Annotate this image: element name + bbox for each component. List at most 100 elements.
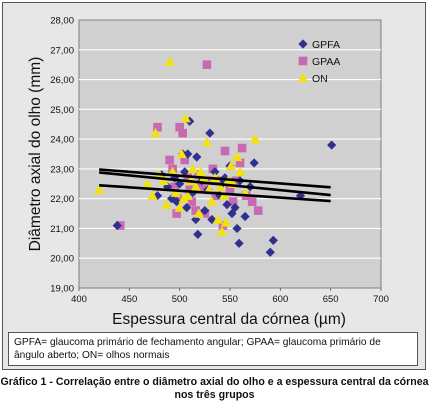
data-point-gpaa [253, 206, 263, 215]
x-tick-label: 650 [323, 294, 339, 305]
data-point-gpaa [247, 197, 257, 206]
data-point-gpaa [225, 185, 235, 195]
data-point-on [249, 133, 261, 144]
data-point-gpfa [192, 152, 202, 162]
trend-line [99, 183, 331, 203]
x-tick-label: 600 [272, 294, 288, 305]
data-point-gpfa [327, 140, 337, 150]
legend-marker-on [297, 72, 309, 83]
y-tick-label: 28,00 [50, 16, 74, 27]
data-point-on [150, 127, 161, 138]
y-tick-label: 26,00 [50, 75, 74, 86]
scatter-chart: 19,00 20,00 21,00 22,00 23,00 24,00 25,00 26,00… [27, 16, 389, 329]
data-point-on [201, 136, 213, 147]
y-axis-ticks: 19,00 20,00 21,00 22,00 23,00 24,00 25,00 26,00… [50, 16, 74, 295]
data-point-gpaa [178, 128, 187, 138]
data-point-gpfa [193, 229, 203, 239]
data-point-on [193, 208, 204, 218]
data-point-gpaa [220, 146, 230, 156]
data-point-gpaa [237, 143, 247, 153]
legend-label-gpfa: GPFA [312, 39, 340, 51]
caption-label: Gráfico 1 - [0, 376, 53, 388]
data-point-gpfa [222, 200, 232, 210]
legend-marker-gpfa [298, 39, 308, 49]
data-point-gpaa [170, 182, 179, 192]
data-point-gpfa [182, 203, 192, 213]
data-point-gpfa [232, 223, 242, 234]
data-point-gpaa [208, 164, 218, 174]
data-point-on [147, 190, 158, 200]
data-point-gpfa [180, 167, 190, 177]
y-tick-label: 24,00 [50, 135, 74, 146]
data-point-gpfa [265, 247, 275, 257]
data-point-gpaa [165, 155, 174, 165]
chart-legend: GPFA GPAA ON [297, 39, 340, 85]
data-point-gpaa [153, 122, 162, 132]
trend-line [99, 168, 331, 189]
data-point-on [190, 181, 201, 191]
data-point-on [187, 163, 198, 174]
data-point-on [180, 113, 191, 123]
data-point-on [220, 217, 232, 227]
data-point-on [216, 226, 228, 236]
data-point-on [214, 181, 226, 191]
y-tick-label: 21,00 [50, 224, 74, 235]
data-point-gpaa [205, 176, 215, 186]
y-tick-label: 20,00 [50, 254, 74, 265]
data-point-on [158, 175, 169, 185]
x-tick-label: 550 [222, 294, 238, 305]
legend-label-on: ON [312, 73, 328, 85]
data-point-on [234, 166, 246, 177]
data-point-on [174, 202, 185, 212]
data-point-gpfa [240, 211, 250, 222]
data-point-gpfa [200, 205, 210, 216]
data-point-on [218, 190, 230, 200]
data-point-on [212, 214, 224, 224]
y-tick-label: 25,00 [50, 105, 74, 116]
data-point-gpaa [175, 122, 184, 132]
data-point-gpaa [202, 60, 212, 69]
plot-area [78, 19, 382, 289]
data-point-on [225, 160, 237, 171]
x-tick-label: 400 [71, 294, 87, 305]
data-point-on [170, 187, 181, 197]
data-point-gpfa [234, 238, 244, 248]
trend-line [99, 171, 331, 197]
abbreviation-note: GPFA= glaucoma primário de fechamento an… [8, 332, 418, 366]
data-point-gpaa [183, 173, 193, 183]
data-point-gpfa [205, 128, 215, 138]
data-point-on [142, 178, 153, 188]
data-point-on [164, 56, 175, 66]
data-point-gpaa [187, 197, 197, 206]
data-point-on [161, 199, 172, 209]
data-point-on [206, 196, 218, 206]
data-point-gpaa [235, 158, 245, 168]
data-point-on [231, 151, 243, 162]
data-point-on [182, 190, 193, 200]
data-point-gpfa [230, 203, 240, 213]
y-tick-label: 22,00 [50, 194, 74, 205]
y-axis-label: Diâmetro axial do olho (mm) [27, 57, 44, 252]
y-tick-label: 27,00 [50, 45, 74, 56]
x-axis-label: Espessura central da córnea (µm) [112, 311, 346, 328]
data-point-gpfa [210, 167, 220, 177]
data-point-gpaa [197, 182, 207, 192]
data-point-gpfa [249, 158, 259, 168]
data-point-gpfa [268, 235, 278, 245]
y-tick-label: 23,00 [50, 164, 74, 175]
trend-lines [99, 168, 331, 203]
y-tick-label: 19,00 [50, 284, 74, 295]
data-point-on [93, 184, 105, 194]
data-point-on [176, 148, 187, 159]
data-point-gpaa [180, 155, 189, 165]
caption-text: Correlação entre o diâmetro axial do olh… [55, 376, 429, 401]
data-point-gpaa [228, 197, 238, 206]
data-point-gpaa [185, 185, 195, 195]
data-point-gpaa [172, 209, 181, 218]
x-tick-label: 700 [373, 294, 389, 305]
x-tick-label: 500 [172, 294, 188, 305]
x-tick-label: 450 [121, 294, 137, 305]
x-axis-ticks: 400 450 500 550 600 650 700 [71, 288, 389, 305]
legend-marker-gpaa [298, 56, 308, 66]
data-point-gpfa [112, 220, 122, 231]
